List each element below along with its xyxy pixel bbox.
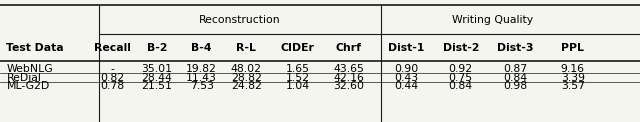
Text: 3.39: 3.39: [561, 73, 585, 83]
Text: 35.01: 35.01: [141, 64, 172, 74]
Text: Recall: Recall: [93, 43, 131, 53]
Text: 11.43: 11.43: [186, 73, 217, 83]
Text: ReDial: ReDial: [6, 73, 41, 83]
Text: 0.84: 0.84: [449, 81, 473, 91]
Text: 0.98: 0.98: [503, 81, 527, 91]
Text: 1.65: 1.65: [285, 64, 310, 74]
Text: CIDEr: CIDEr: [281, 43, 314, 53]
Text: 48.02: 48.02: [231, 64, 262, 74]
Text: ML-G2D: ML-G2D: [6, 81, 50, 91]
Text: PPL: PPL: [561, 43, 584, 53]
Text: 7.53: 7.53: [189, 81, 214, 91]
Text: 0.43: 0.43: [394, 73, 419, 83]
Text: B-2: B-2: [147, 43, 167, 53]
Text: Dist-1: Dist-1: [388, 43, 424, 53]
Text: 19.82: 19.82: [186, 64, 217, 74]
Text: 0.75: 0.75: [449, 73, 473, 83]
Text: 28.82: 28.82: [231, 73, 262, 83]
Text: 28.44: 28.44: [141, 73, 172, 83]
Text: Dist-3: Dist-3: [497, 43, 534, 53]
Text: 0.82: 0.82: [100, 73, 124, 83]
Text: 42.16: 42.16: [333, 73, 364, 83]
Text: 21.51: 21.51: [141, 81, 172, 91]
Text: 0.90: 0.90: [394, 64, 419, 74]
Text: Test Data: Test Data: [6, 43, 64, 53]
Text: -: -: [110, 64, 114, 74]
Text: R-L: R-L: [236, 43, 257, 53]
Text: 0.92: 0.92: [449, 64, 473, 74]
Text: 3.57: 3.57: [561, 81, 585, 91]
Text: 0.84: 0.84: [503, 73, 527, 83]
Text: Reconstruction: Reconstruction: [199, 15, 281, 25]
Text: 32.60: 32.60: [333, 81, 364, 91]
Text: Chrf: Chrf: [336, 43, 362, 53]
Text: WebNLG: WebNLG: [6, 64, 53, 74]
Text: Writing Quality: Writing Quality: [452, 15, 533, 25]
Text: 0.44: 0.44: [394, 81, 419, 91]
Text: Dist-2: Dist-2: [442, 43, 479, 53]
Text: 1.04: 1.04: [285, 81, 310, 91]
Text: 43.65: 43.65: [333, 64, 364, 74]
Text: B-4: B-4: [191, 43, 212, 53]
Text: 9.16: 9.16: [561, 64, 585, 74]
Text: 24.82: 24.82: [231, 81, 262, 91]
Text: 0.78: 0.78: [100, 81, 124, 91]
Text: 1.52: 1.52: [285, 73, 310, 83]
Text: 0.87: 0.87: [503, 64, 527, 74]
